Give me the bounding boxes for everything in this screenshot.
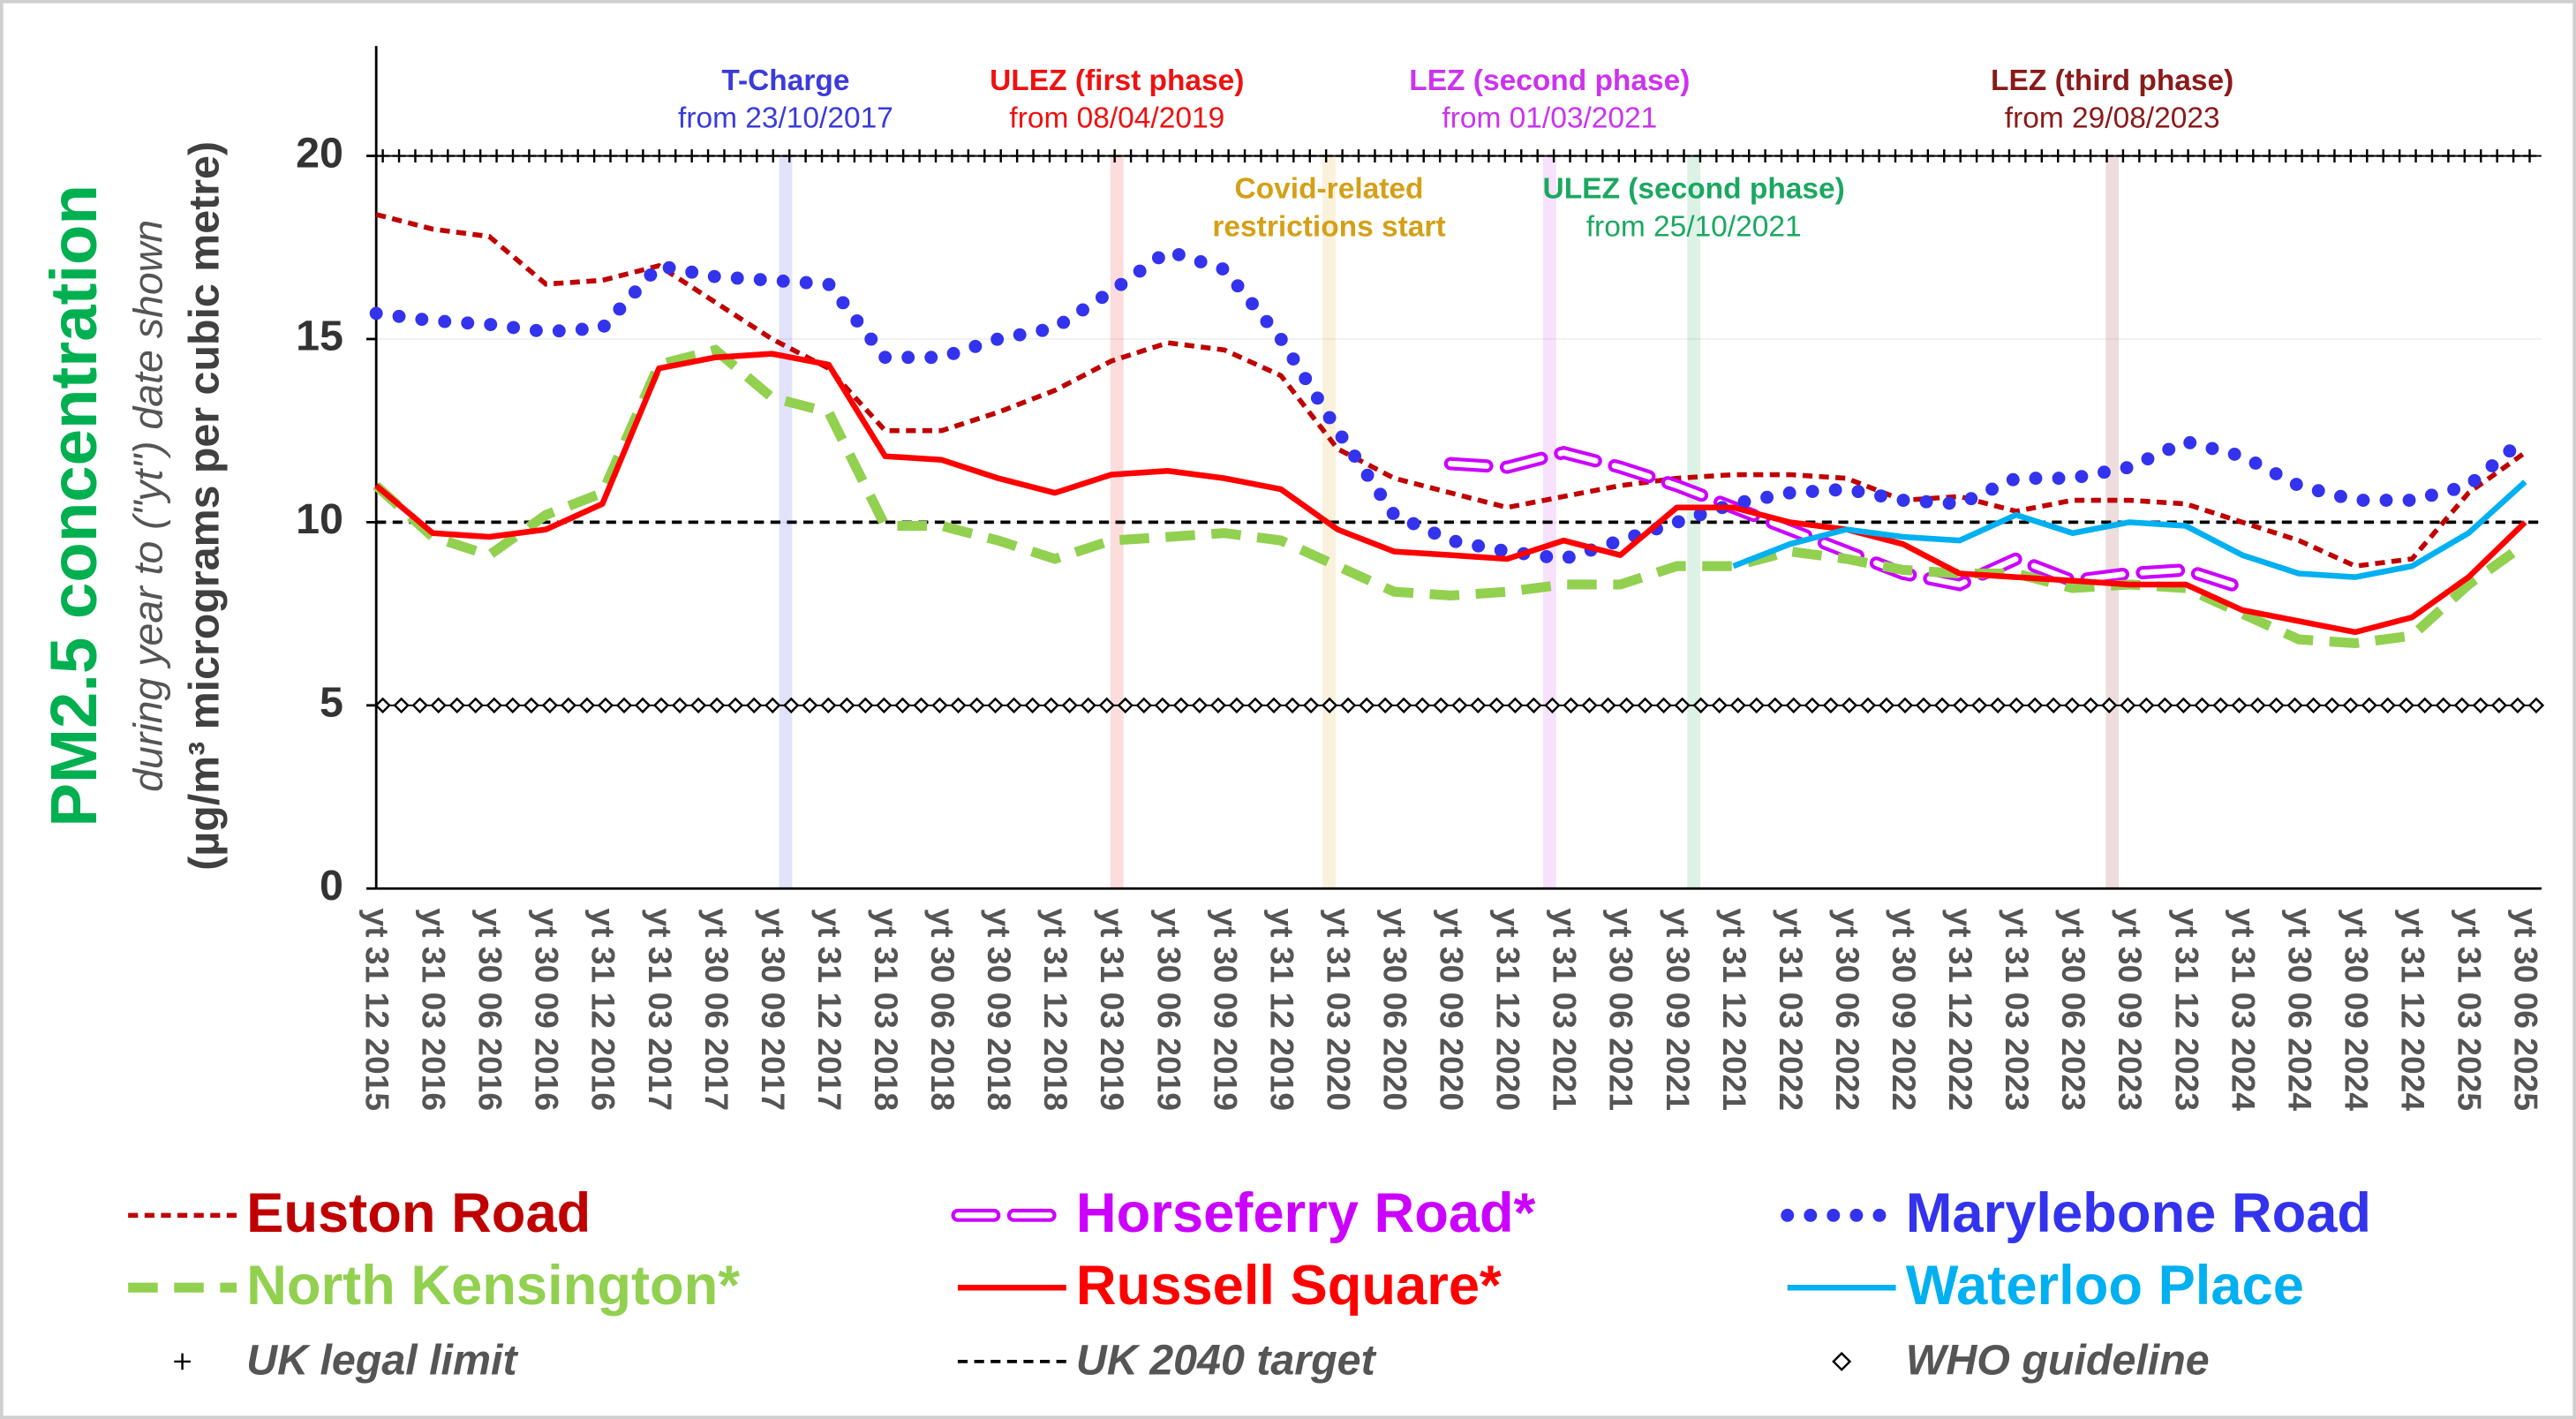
x-tick-label: yt 31 12 2015 (358, 909, 395, 1111)
x-tick-label: yt 31 03 2020 (1320, 909, 1357, 1111)
event-label: from 08/04/2019 (1009, 102, 1224, 135)
x-tick-label: yt 31 12 2021 (1716, 909, 1753, 1111)
legend-label: Marylebone Road (1906, 1182, 2371, 1244)
legend-label: Waterloo Place (1906, 1255, 2304, 1317)
y-tick-label: 20 (296, 129, 343, 177)
x-tick-label: yt 31 03 2022 (1773, 909, 1810, 1111)
x-tick-label: yt 30 06 2017 (698, 909, 735, 1111)
x-tick-label: yt 31 12 2022 (1942, 909, 1979, 1111)
legend-label: UK legal limit (246, 1337, 518, 1385)
y-tick-label: 15 (296, 313, 343, 360)
x-tick-label: yt 31 03 2019 (1094, 909, 1131, 1111)
x-tick-label: yt 30 09 2021 (1660, 909, 1697, 1111)
x-tick-label: yt 31 03 2016 (416, 909, 453, 1111)
event-label: ULEZ (second phase) (1543, 173, 1845, 206)
x-tick-label: yt 31 12 2020 (1490, 909, 1527, 1111)
x-tick-label: yt 30 09 2016 (529, 909, 566, 1111)
event-label: LEZ (second phase) (1409, 64, 1690, 97)
event-label: from 25/10/2021 (1586, 210, 1802, 243)
legend-label: Euston Road (246, 1182, 591, 1244)
y-tick-label: 5 (320, 679, 343, 727)
reference-markers (374, 697, 2545, 713)
x-tick-label: yt 30 09 2022 (1886, 909, 1923, 1111)
x-tick-label: yt 31 03 2023 (1999, 909, 2036, 1111)
x-tick-label: yt 31 12 2018 (1037, 909, 1074, 1111)
x-tick-label: yt 31 12 2024 (2395, 909, 2432, 1112)
event-label: from 01/03/2021 (1442, 102, 1657, 135)
event-label: Covid-related (1235, 173, 1424, 206)
reference-markers (376, 149, 2536, 162)
x-tick-label: yt 30 06 2021 (1603, 909, 1640, 1111)
x-tick-label: yt 30 09 2019 (1207, 909, 1244, 1111)
y-title: PM2.5 concentration (37, 185, 110, 826)
legend-label: Horseferry Road* (1076, 1182, 1536, 1244)
x-tick-label: yt 30 06 2018 (924, 909, 961, 1111)
series-line (369, 244, 2532, 566)
x-tick-label: yt 30 06 2019 (1150, 909, 1187, 1111)
x-tick-label: yt 31 03 2018 (868, 909, 905, 1111)
legend-label: WHO guideline (1906, 1337, 2210, 1385)
event-label: from 23/10/2017 (678, 102, 893, 135)
x-tick-label: yt 30 06 2022 (1829, 909, 1866, 1111)
event-label: LEZ (third phase) (1991, 64, 2233, 97)
x-tick-label: yt 31 03 2025 (2452, 909, 2489, 1111)
x-tick-label: yt 30 09 2018 (981, 909, 1018, 1111)
legend-label: Russell Square* (1076, 1255, 1502, 1317)
event-label: from 29/08/2023 (2005, 102, 2220, 135)
y-subtitle: during year to ("yt") date shown (124, 220, 170, 792)
y-unit: (µg/m³ micrograms per cubic metre) (180, 141, 228, 871)
series-line (374, 351, 2527, 636)
x-tick-label: yt 30 09 2024 (2338, 909, 2375, 1112)
legend-label: North Kensington* (246, 1255, 740, 1317)
x-tick-label: yt 30 09 2023 (2112, 909, 2149, 1111)
legend-label: UK 2040 target (1076, 1337, 1377, 1385)
x-tick-label: yt 31 12 2019 (1263, 909, 1300, 1111)
series-line-inner (1447, 449, 2246, 592)
x-tick-label: yt 30 06 2020 (1376, 909, 1413, 1111)
x-tick-label: yt 31 03 2021 (1547, 909, 1584, 1111)
x-tick-label: yt 30 09 2017 (755, 909, 792, 1111)
x-tick-label: yt 30 06 2025 (2508, 909, 2545, 1111)
event-label: ULEZ (first phase) (990, 64, 1244, 97)
x-tick-label: yt 31 03 2017 (642, 909, 679, 1111)
y-tick-label: 0 (320, 862, 343, 910)
event-label: restrictions start (1212, 210, 1445, 243)
series-line (375, 212, 2527, 569)
legend-swatch (174, 1353, 191, 1370)
y-tick-label: 10 (296, 495, 343, 543)
x-tick-label: yt 31 12 2023 (2168, 909, 2205, 1111)
x-tick-label: yt 30 06 2024 (2281, 909, 2318, 1112)
x-tick-label: yt 31 12 2017 (811, 909, 848, 1111)
x-tick-label: yt 30 06 2016 (472, 909, 509, 1111)
x-tick-label: yt 30 06 2023 (2055, 909, 2092, 1111)
legend-swatch (1832, 1351, 1852, 1371)
x-tick-label: yt 31 03 2024 (2225, 909, 2262, 1112)
series-line (1732, 479, 2527, 580)
x-tick-label: yt 30 09 2020 (1434, 909, 1471, 1111)
event-label: T-Charge (721, 64, 849, 97)
x-tick-label: yt 31 12 2016 (585, 909, 622, 1111)
